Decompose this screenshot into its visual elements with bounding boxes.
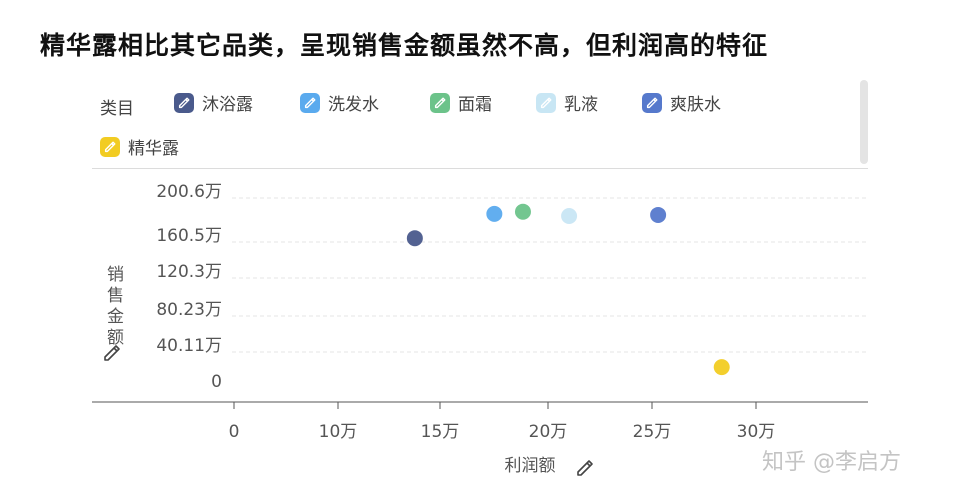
x-tick-label: 30万 [737,422,776,442]
x-tick-label: 10万 [319,422,358,442]
y-tick-label: 40.11万 [156,336,222,356]
legend-label: 乳液 [564,95,598,115]
scatter-point[interactable] [713,359,730,376]
legend-scrollbar[interactable] [860,80,868,164]
y-tick-label: 160.5万 [156,226,222,246]
legend-divider [92,168,868,169]
pencil-icon [300,92,320,113]
legend-label: 洗发水 [328,95,379,115]
scatter-point[interactable] [561,207,578,224]
pencil-icon[interactable] [104,345,120,361]
y-axis-label: 销售金额 [103,265,124,349]
legend-panel: 类目 沐浴露 洗发水 面霜 乳液 爽肤水精华露 [92,80,868,170]
pencil-icon[interactable] [577,460,593,476]
scatter-point[interactable] [514,203,531,220]
legend-item[interactable]: 洗发水 [300,90,379,115]
x-tick-label: 20万 [529,422,568,442]
legend-caption: 类目 [100,99,134,119]
pencil-icon [642,92,662,113]
scatter-point[interactable] [406,230,423,247]
x-tick-label: 25万 [633,422,672,442]
legend-label: 沐浴露 [202,95,253,115]
legend-item[interactable]: 面霜 [430,90,492,115]
legend-item[interactable]: 乳液 [536,90,598,115]
legend-item[interactable]: 精华露 [100,134,179,159]
legend-label: 面霜 [458,95,492,115]
pencil-icon [100,136,120,157]
pencil-icon [174,92,194,113]
x-tick-label: 0 [229,422,240,442]
pencil-icon [536,92,556,113]
legend-label: 精华露 [128,139,179,159]
scatter-point[interactable] [650,206,667,223]
legend-item[interactable]: 爽肤水 [642,90,721,115]
watermark: 知乎 @李启方 [762,450,901,475]
x-tick-label: 15万 [421,422,460,442]
scatter-point[interactable] [486,205,503,222]
x-axis-label: 利润额 [505,456,556,476]
legend-label: 爽肤水 [670,95,721,115]
y-tick-label: 80.23万 [156,300,222,320]
pencil-icon [430,92,450,113]
legend-item[interactable]: 沐浴露 [174,90,253,115]
page-title: 精华露相比其它品类，呈现销售金额虽然不高，但利润高的特征 [40,31,769,60]
y-tick-label: 200.6万 [156,182,222,202]
y-tick-label: 0 [211,372,222,392]
y-tick-label: 120.3万 [156,262,222,282]
